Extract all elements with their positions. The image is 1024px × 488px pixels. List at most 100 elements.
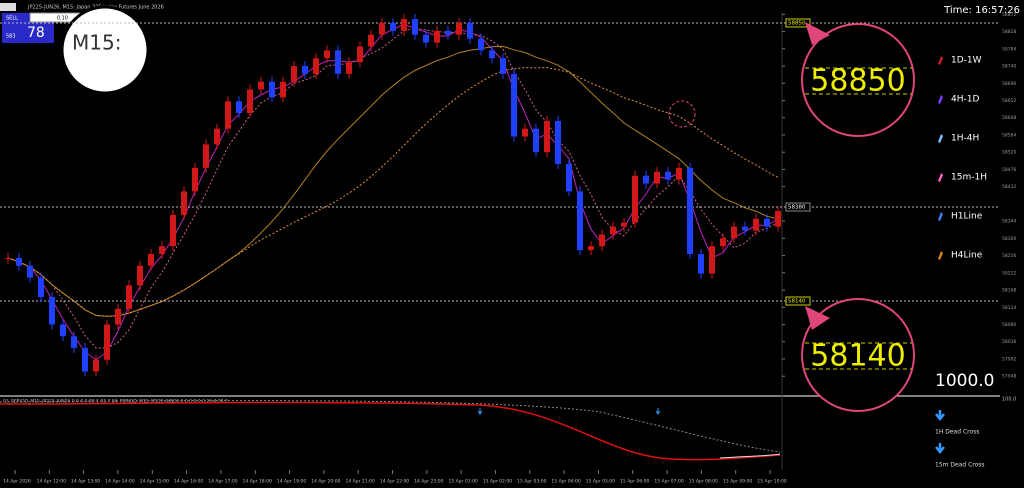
zoom-pointer [805,22,830,45]
candle [467,22,473,39]
legend-icon [938,134,943,143]
x-tick-label: 14 Apr 19:00 [277,479,306,485]
legend-label: H1Line [951,212,983,222]
candle [247,89,253,114]
clock: Time: 16:57:26 [943,5,1020,16]
candle [588,246,594,251]
y-tick-label: 57992 [1002,356,1016,362]
candle [38,277,44,298]
y-tick-label: 58124 [1002,305,1016,311]
candle [764,218,770,227]
candle [291,66,297,82]
candle [324,50,330,59]
zoom-pointer [805,306,830,330]
x-tick-label: 14 Apr 23:00 [414,479,443,485]
x-tick-label: 15 Apr 01:00 [448,479,477,485]
x-tick-label: 14 Apr 18:00 [243,479,272,485]
price-small: 583 [6,34,16,40]
candle [445,30,451,35]
candle [115,308,121,325]
y-tick-label: 58212 [1002,270,1016,276]
level-box [785,18,811,28]
ma-line [7,45,779,317]
candle [654,171,660,184]
y-tick-label: 58872 [1002,12,1016,18]
legend-label: H4Line [951,251,983,261]
candle [731,226,737,239]
legend-icon [938,56,943,65]
candle [335,50,341,74]
y-tick-label: 58168 [1002,288,1016,294]
y-tick-label: 57948 [1002,374,1016,380]
candle [27,265,33,278]
y-tick-label: 58344 [1002,219,1016,225]
x-tick-label: 14 Apr 14:00 [105,479,134,485]
x-tick-label: 14 Apr 13:00 [71,479,100,485]
magnifier [60,5,150,95]
y-tick-label: 58256 [1002,253,1016,259]
indicator-axis-label: 100.0 [1002,397,1016,403]
y-tick-label: 58696 [1002,81,1016,87]
indicator-line [719,453,781,459]
signal-label: 1H Dead Cross [935,429,979,436]
y-tick-label: 58432 [1002,184,1016,190]
candle [555,120,561,164]
lot-value: 0.10 [57,16,68,22]
candle [379,22,385,35]
candle [566,163,572,192]
candle [610,226,616,235]
y-tick-label: 58520 [1002,150,1016,156]
signal-arrow [935,443,945,455]
candle [599,234,605,247]
readout: 1000.0 [935,371,994,391]
candle [236,101,242,114]
x-tick-label: 14 Apr 16:00 [174,479,203,485]
x-tick-label: 14 Apr 20:00 [311,479,340,485]
x-tick-label: 14 Apr 21:00 [346,479,375,485]
candle [82,348,88,372]
candle [203,144,209,168]
x-tick-label: 15 Apr 05:00 [586,479,615,485]
level-box [785,296,811,306]
candle [643,175,649,184]
y-tick-label: 58740 [1002,64,1016,70]
x-tick-label: 14 Apr 22:00 [380,479,409,485]
candle [258,81,264,90]
signal-label: 15m Dead Cross [935,462,985,469]
candle [621,222,627,227]
legend-label: 4H-1D [951,95,979,105]
x-tick-label: 14 Apr 15:00 [140,479,169,485]
candle [280,81,286,98]
indicator-title: 03_PERIOD_M15_JP225-JUN26 0.0 0.0 89.1 9… [3,399,228,405]
candle [434,30,440,43]
candle [357,46,363,63]
x-tick-label: 15 Apr 09:00 [723,479,752,485]
level-label: 58380 [788,205,806,211]
candle [269,81,275,98]
legend-label: 15m-1H [951,173,987,183]
level-label: 58850 [788,20,806,26]
x-tick-label: 15 Apr 06:00 [620,479,649,485]
ma-line [7,67,779,317]
signal-arrow [935,410,945,422]
candle [137,265,143,286]
x-tick-label: 15 Apr 02:00 [483,479,512,485]
signal-marker [477,408,661,415]
candle [214,128,220,145]
sell-label: SELL [6,16,18,22]
candle [71,336,77,349]
candle [698,254,704,274]
y-tick-label: 58300 [1002,236,1016,242]
candle [5,257,11,259]
x-tick-label: 15 Apr 04:00 [551,479,580,485]
candle [368,34,374,47]
legend-icon [938,251,943,260]
candle [148,254,154,266]
price-big: 78 [27,25,45,41]
candle [225,101,231,129]
candle [60,324,66,337]
x-tick-label: 15 Apr 08:00 [689,479,718,485]
candle [423,34,429,43]
y-tick-label: 58564 [1002,132,1016,138]
